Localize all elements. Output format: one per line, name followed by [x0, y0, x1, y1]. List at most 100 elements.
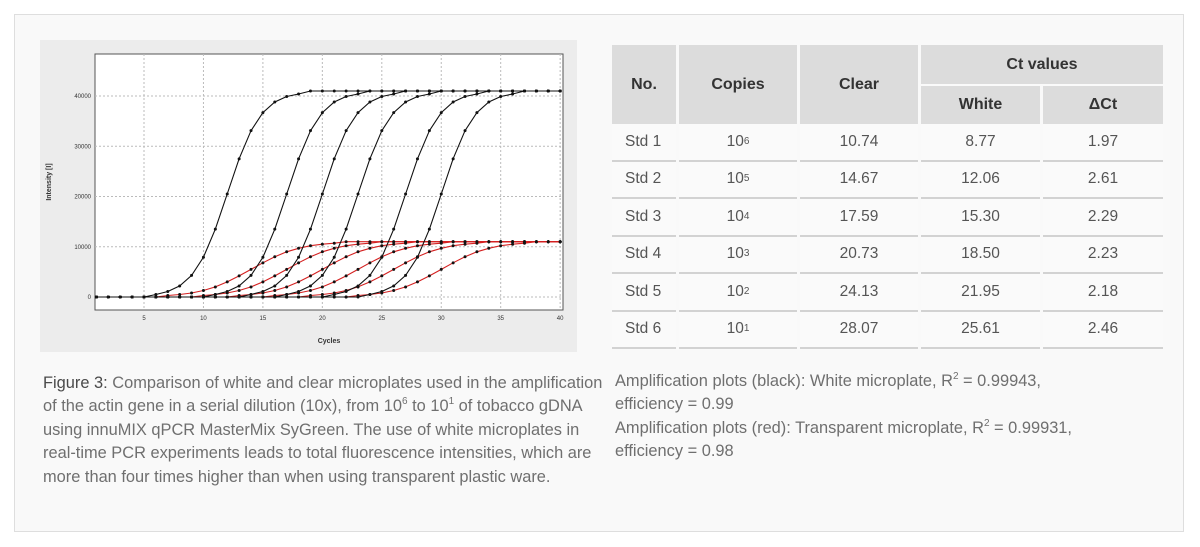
data-point	[308, 89, 312, 93]
data-point	[297, 261, 301, 265]
data-point	[285, 192, 289, 196]
data-point	[225, 295, 229, 299]
header-no: No.	[612, 45, 676, 124]
data-point	[308, 288, 312, 292]
caption-text: of tobacco gDNA using innuMIX qPCR Maste…	[43, 397, 592, 486]
data-point	[404, 241, 408, 245]
row-no: Std 4	[612, 236, 676, 274]
x-tick-label: 40	[557, 316, 564, 322]
data-point	[392, 267, 396, 271]
data-point	[475, 111, 479, 115]
data-point	[285, 292, 289, 296]
data-point	[201, 255, 205, 259]
caption-text: to 10	[407, 397, 449, 416]
data-point	[368, 89, 372, 93]
data-point	[285, 295, 289, 299]
data-point	[249, 267, 253, 271]
data-point	[392, 288, 396, 292]
header-copies: Copies	[679, 45, 797, 124]
data-point	[392, 92, 396, 96]
data-point	[297, 92, 301, 96]
data-point	[332, 246, 336, 250]
data-point	[332, 241, 336, 245]
data-point	[404, 100, 408, 104]
data-point	[463, 129, 467, 133]
data-point	[451, 157, 455, 161]
data-point	[356, 240, 360, 244]
data-point	[380, 255, 384, 259]
series-line	[96, 90, 561, 298]
data-point	[261, 280, 265, 284]
data-point	[249, 285, 253, 289]
y-tick-label: 0	[88, 295, 92, 301]
data-point	[320, 273, 324, 277]
data-point	[106, 295, 110, 299]
data-point	[273, 227, 277, 231]
x-tick-label: 20	[319, 316, 326, 322]
y-tick-label: 10000	[74, 245, 91, 251]
row-delta-ct: 1.97	[1043, 124, 1163, 162]
data-point	[487, 240, 491, 244]
data-point	[213, 292, 217, 296]
header-white: White	[921, 86, 1040, 124]
data-point	[285, 250, 289, 254]
data-point	[546, 240, 550, 244]
data-point	[356, 192, 360, 196]
data-point	[415, 157, 419, 161]
data-point	[356, 242, 360, 246]
data-point	[439, 111, 443, 115]
data-point	[522, 241, 526, 245]
note-text: Amplification plots (black): White micro…	[615, 372, 953, 390]
data-point	[475, 89, 479, 93]
data-point	[463, 89, 467, 93]
data-point	[487, 100, 491, 104]
data-point	[320, 267, 324, 271]
data-point	[273, 295, 277, 299]
data-point	[344, 244, 348, 248]
data-point	[166, 289, 170, 293]
data-point	[427, 274, 431, 278]
data-point	[356, 295, 360, 299]
data-point	[392, 89, 396, 93]
data-point	[404, 273, 408, 277]
data-point	[178, 284, 182, 288]
data-point	[368, 100, 372, 104]
data-point	[451, 240, 455, 244]
data-point	[487, 89, 491, 93]
row-copies: 10 2	[679, 274, 797, 312]
data-point	[297, 255, 301, 259]
row-copies: 10 4	[679, 199, 797, 237]
data-point	[249, 292, 253, 296]
data-point	[118, 295, 122, 299]
data-point	[427, 129, 431, 133]
data-point	[439, 241, 443, 245]
data-point	[344, 89, 348, 93]
data-point	[297, 246, 301, 250]
data-point	[380, 244, 384, 248]
data-point	[225, 280, 229, 284]
row-no: Std 2	[612, 161, 676, 199]
x-tick-label: 5	[142, 316, 146, 322]
data-point	[320, 292, 324, 296]
data-point	[154, 292, 158, 296]
data-point	[380, 240, 384, 244]
data-point	[237, 157, 241, 161]
copies-base: 10	[726, 282, 744, 300]
data-point	[392, 250, 396, 254]
data-point	[344, 95, 348, 99]
data-point	[392, 227, 396, 231]
data-point	[213, 285, 217, 289]
data-point	[415, 244, 419, 248]
data-point	[320, 250, 324, 254]
data-point	[415, 240, 419, 244]
data-point	[237, 274, 241, 278]
data-point	[320, 89, 324, 93]
x-tick-label: 25	[378, 316, 385, 322]
data-point	[534, 240, 538, 244]
data-point	[273, 284, 277, 288]
note-text: Amplification plots (red): Transparent m…	[615, 418, 984, 437]
y-tick-label: 40000	[74, 94, 91, 100]
data-point	[380, 289, 384, 293]
data-point	[273, 100, 277, 104]
data-point	[320, 111, 324, 115]
